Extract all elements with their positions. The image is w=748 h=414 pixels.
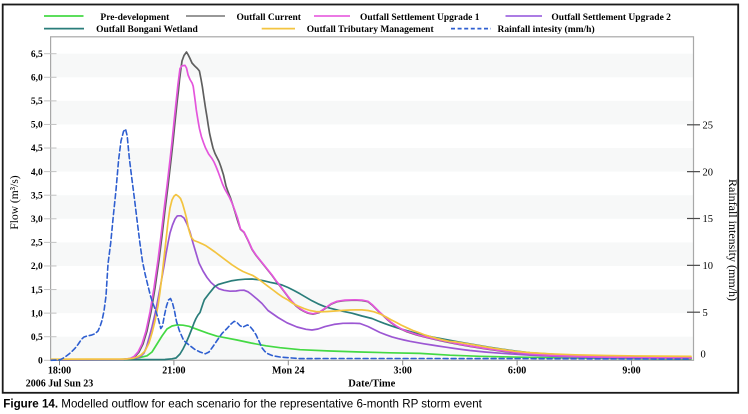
svg-text:Pre-development: Pre-development [100,13,170,23]
svg-text:6,5: 6,5 [31,50,43,60]
svg-text:5: 5 [703,308,708,319]
svg-text:Outfall Tributary Management: Outfall Tributary Management [307,25,435,35]
svg-text:3,5: 3,5 [31,191,43,201]
svg-text:0: 0 [701,350,706,361]
svg-text:Outfall Settlement Upgrade 1: Outfall Settlement Upgrade 1 [360,13,480,23]
svg-text:Outfall Settlement Upgrade 2: Outfall Settlement Upgrade 2 [551,13,671,23]
svg-text:5,0: 5,0 [31,121,43,131]
svg-text:Flow (m³/s): Flow (m³/s) [9,175,21,229]
svg-text:0: 0 [38,357,43,367]
svg-text:25: 25 [703,121,714,132]
svg-text:Rainfall intesity (mm/h): Rainfall intesity (mm/h) [498,24,595,35]
svg-text:Date/Time: Date/Time [348,378,395,389]
svg-text:2006 Jul Sun 23: 2006 Jul Sun 23 [26,378,94,389]
svg-text:Outfall Current: Outfall Current [237,13,302,23]
svg-text:Figure 14. Modelled outflow fo: Figure 14. Modelled outflow for each sce… [3,397,482,410]
svg-text:1,0: 1,0 [31,309,43,319]
svg-text:21:00: 21:00 [162,366,185,377]
svg-text:9:00: 9:00 [622,366,640,377]
svg-text:Rainfall intensity (mm/h): Rainfall intensity (mm/h) [726,179,740,301]
svg-text:3,0: 3,0 [31,215,43,225]
svg-text:6:00: 6:00 [508,366,526,377]
svg-text:4,0: 4,0 [31,168,43,178]
svg-text:2,0: 2,0 [31,262,43,272]
svg-text:1,5: 1,5 [31,286,43,296]
svg-text:18:00: 18:00 [48,366,71,377]
svg-text:10: 10 [703,261,714,272]
svg-text:Outfall Bongani Wetland: Outfall Bongani Wetland [96,25,198,35]
svg-text:2,5: 2,5 [31,239,43,249]
svg-text:4,5: 4,5 [31,144,43,154]
svg-text:15: 15 [703,214,714,225]
svg-text:Mon 24: Mon 24 [272,366,305,377]
svg-text:5,5: 5,5 [31,97,43,107]
svg-text:3:00: 3:00 [394,366,412,377]
svg-text:0,5: 0,5 [31,333,43,343]
svg-text:20: 20 [703,167,714,178]
svg-text:6,0: 6,0 [31,73,43,83]
